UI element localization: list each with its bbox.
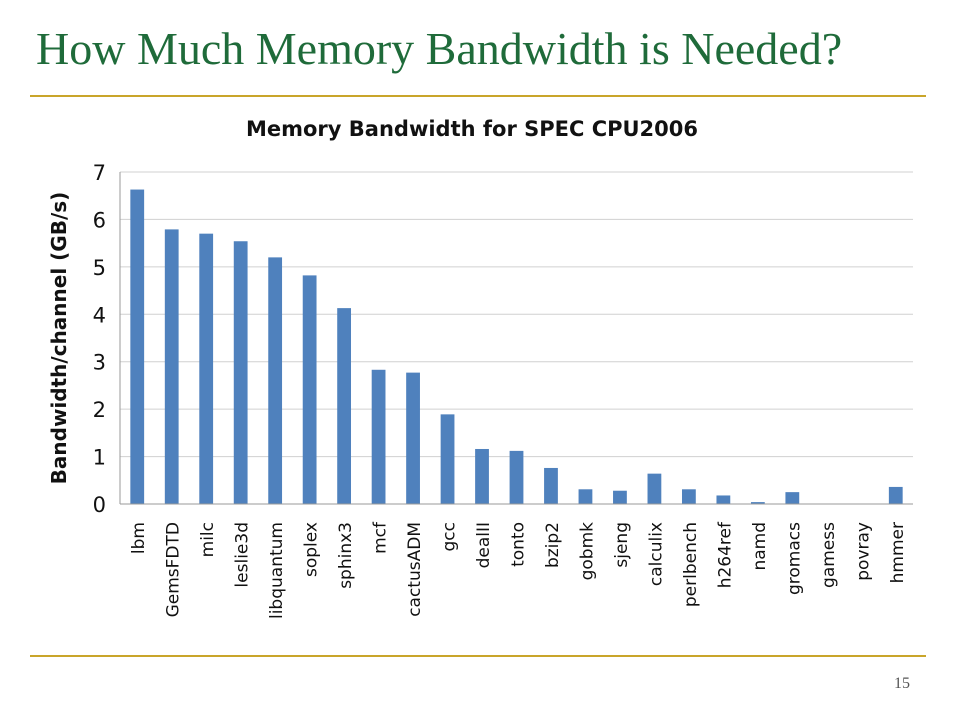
bar-gemsfdtd bbox=[164, 229, 179, 505]
x-tick-label: bzip2 bbox=[543, 522, 563, 568]
bar-cactusadm bbox=[406, 372, 420, 504]
y-axis-ticks: 0 1 2 3 4 5 6 7 bbox=[93, 161, 106, 517]
y-tick-label: 0 bbox=[93, 493, 106, 517]
bar-gobmk bbox=[578, 489, 593, 504]
y-tick-label: 6 bbox=[93, 208, 106, 232]
y-tick-label: 5 bbox=[93, 256, 106, 280]
x-tick-label: gromacs bbox=[784, 522, 804, 595]
y-tick-label: 7 bbox=[93, 161, 106, 185]
x-tick-label: leslie3d bbox=[233, 522, 253, 588]
x-tick-label: sjeng bbox=[612, 522, 632, 568]
x-tick-label: dealII bbox=[474, 522, 494, 568]
bars bbox=[130, 189, 903, 505]
y-tick-label: 4 bbox=[93, 303, 106, 327]
x-tick-label: GemsFDTD bbox=[164, 522, 184, 617]
bar-mcf bbox=[371, 369, 386, 504]
bar-hmmer bbox=[888, 486, 903, 504]
y-axis-title: Bandwidth/channel (GB/s) bbox=[47, 192, 71, 485]
y-tick-label: 1 bbox=[93, 446, 106, 470]
bar-perlbench bbox=[681, 489, 696, 504]
x-tick-label: milc bbox=[198, 522, 218, 557]
x-tick-label: perlbench bbox=[681, 522, 701, 607]
x-axis-labels: lbm GemsFDTD milc leslie3d libquantum soplex s… bbox=[129, 521, 908, 619]
x-tick-label: povray bbox=[853, 522, 873, 581]
x-tick-label: h264ref bbox=[715, 521, 735, 588]
x-tick-label: gcc bbox=[440, 522, 460, 551]
x-tick-label: libquantum bbox=[267, 522, 287, 619]
title-divider bbox=[30, 95, 926, 97]
page-number: 15 bbox=[894, 675, 910, 692]
bar-bzip2 bbox=[544, 467, 558, 504]
footer-divider bbox=[30, 655, 926, 657]
bar-lbm bbox=[130, 189, 145, 504]
x-tick-label: gamess bbox=[819, 522, 839, 588]
bar-namd bbox=[750, 502, 765, 504]
x-tick-label: cactusADM bbox=[405, 522, 425, 617]
bar-sjeng bbox=[613, 490, 627, 504]
bar-leslie3d bbox=[233, 241, 248, 504]
x-tick-label: calculix bbox=[646, 522, 666, 586]
bar-sphinx3 bbox=[337, 308, 352, 504]
x-tick-label: gobmk bbox=[577, 522, 597, 581]
x-tick-label: mcf bbox=[371, 521, 391, 554]
bar-dealii bbox=[475, 448, 489, 504]
bar-calculix bbox=[647, 473, 662, 504]
chart-title: Memory Bandwidth for SPEC CPU2006 bbox=[246, 117, 698, 141]
bar-h264ref bbox=[716, 495, 731, 504]
x-tick-label: namd bbox=[750, 522, 770, 571]
bar-tonto bbox=[509, 450, 524, 504]
x-tick-label: sphinx3 bbox=[336, 522, 356, 589]
bar-soplex bbox=[302, 275, 317, 504]
bar-gcc bbox=[440, 414, 455, 504]
slide-title: How Much Memory Bandwidth is Needed? bbox=[36, 23, 843, 74]
x-tick-label: tonto bbox=[509, 522, 529, 567]
bar-chart: Memory Bandwidth for SPEC CPU2006 Bandwi… bbox=[47, 117, 913, 619]
bar-libquantum bbox=[268, 257, 283, 504]
x-tick-label: hmmer bbox=[888, 522, 908, 583]
y-tick-label: 2 bbox=[93, 398, 106, 422]
x-tick-label: soplex bbox=[302, 522, 322, 577]
x-tick-label: lbm bbox=[129, 522, 149, 554]
bar-milc bbox=[199, 233, 214, 504]
bar-gromacs bbox=[785, 492, 800, 504]
y-tick-label: 3 bbox=[93, 351, 106, 375]
